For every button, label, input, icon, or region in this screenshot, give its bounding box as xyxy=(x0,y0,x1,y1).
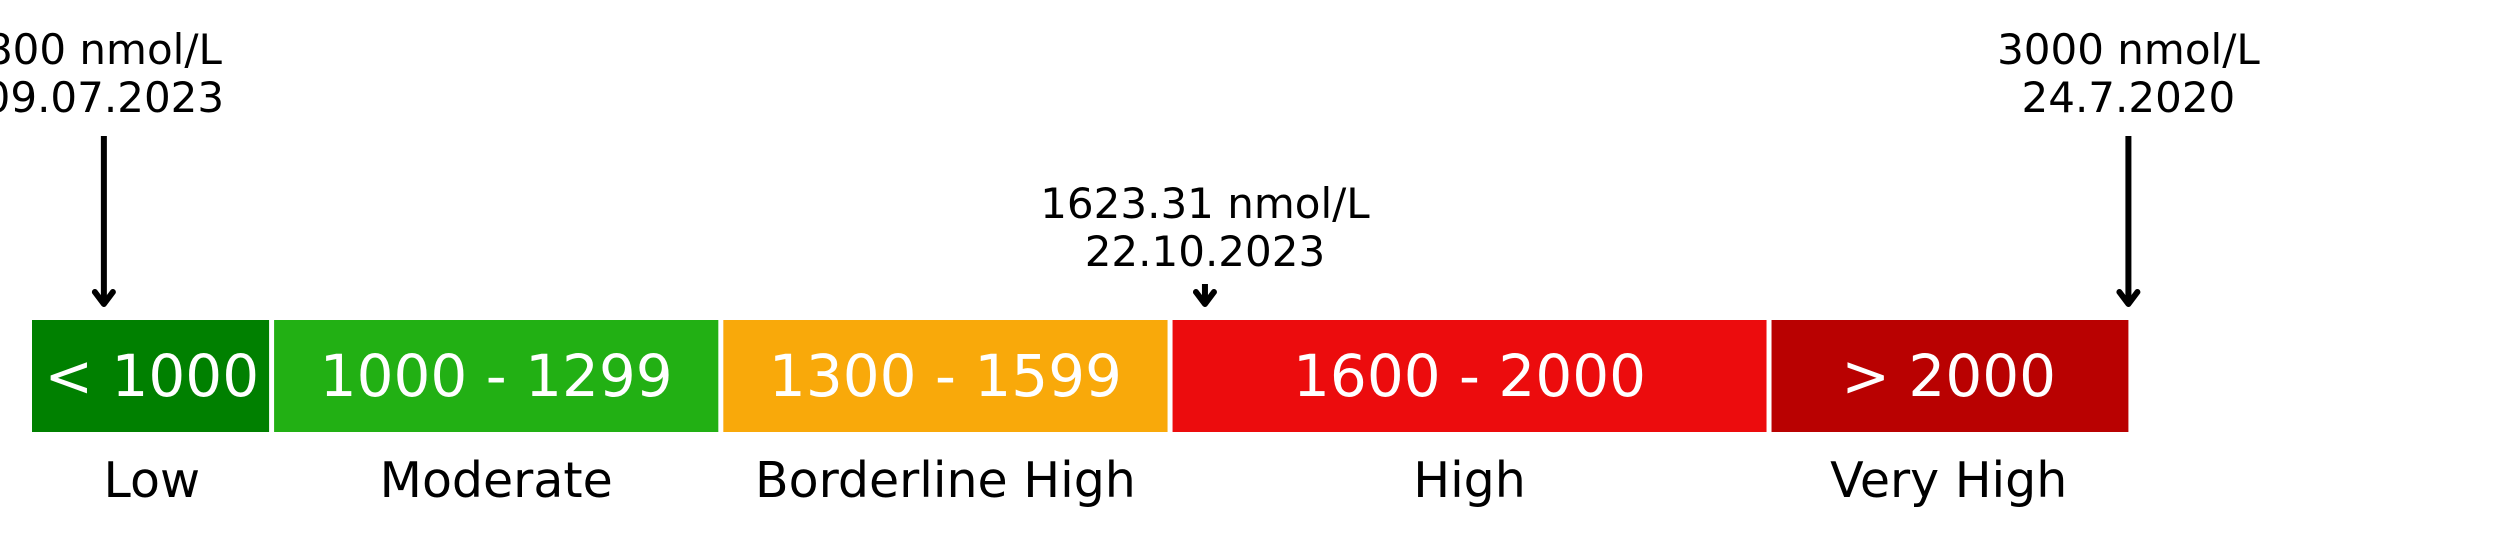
segment-bar xyxy=(1771,320,2129,432)
segment-range-label: < 1000 xyxy=(44,342,259,410)
segment-category-label: Moderate xyxy=(380,452,613,509)
segment-bar xyxy=(274,320,719,432)
marker-value-label: 1623.31 nmol/L xyxy=(1040,179,1370,228)
marker-value-label: 3000 nmol/L xyxy=(1997,25,2260,74)
segment-category-label: High xyxy=(1413,452,1526,509)
marker-arrow-head xyxy=(1192,289,1217,307)
marker-date: 24.7.2020 xyxy=(2022,73,2236,122)
marker-date: 09.07.2023 xyxy=(0,73,224,122)
segment-bar xyxy=(32,320,270,432)
segment-bar xyxy=(1172,320,1767,432)
segment-range-label: 1000 - 1299 xyxy=(320,342,673,410)
marker-arrow-head xyxy=(2116,289,2141,307)
segment-bar xyxy=(723,320,1168,432)
segment-range-label: > 2000 xyxy=(1841,342,2056,410)
segment-category-label: Low xyxy=(104,452,201,509)
marker-date: 22.10.2023 xyxy=(1085,227,1325,276)
marker-value-label: 800 nmol/L xyxy=(0,25,222,74)
segment-category-label: Borderline High xyxy=(755,452,1136,509)
segments-layer: < 1000 Low 1000 - 1299 Moderate 1300 - 1599 B… xyxy=(32,320,2129,509)
marker-arrow-head xyxy=(91,289,116,307)
segment-range-label: 1300 - 1599 xyxy=(769,342,1122,410)
segment-range-label: 1600 - 2000 xyxy=(1293,342,1646,410)
segment-category-label: Very High xyxy=(1830,452,2067,509)
